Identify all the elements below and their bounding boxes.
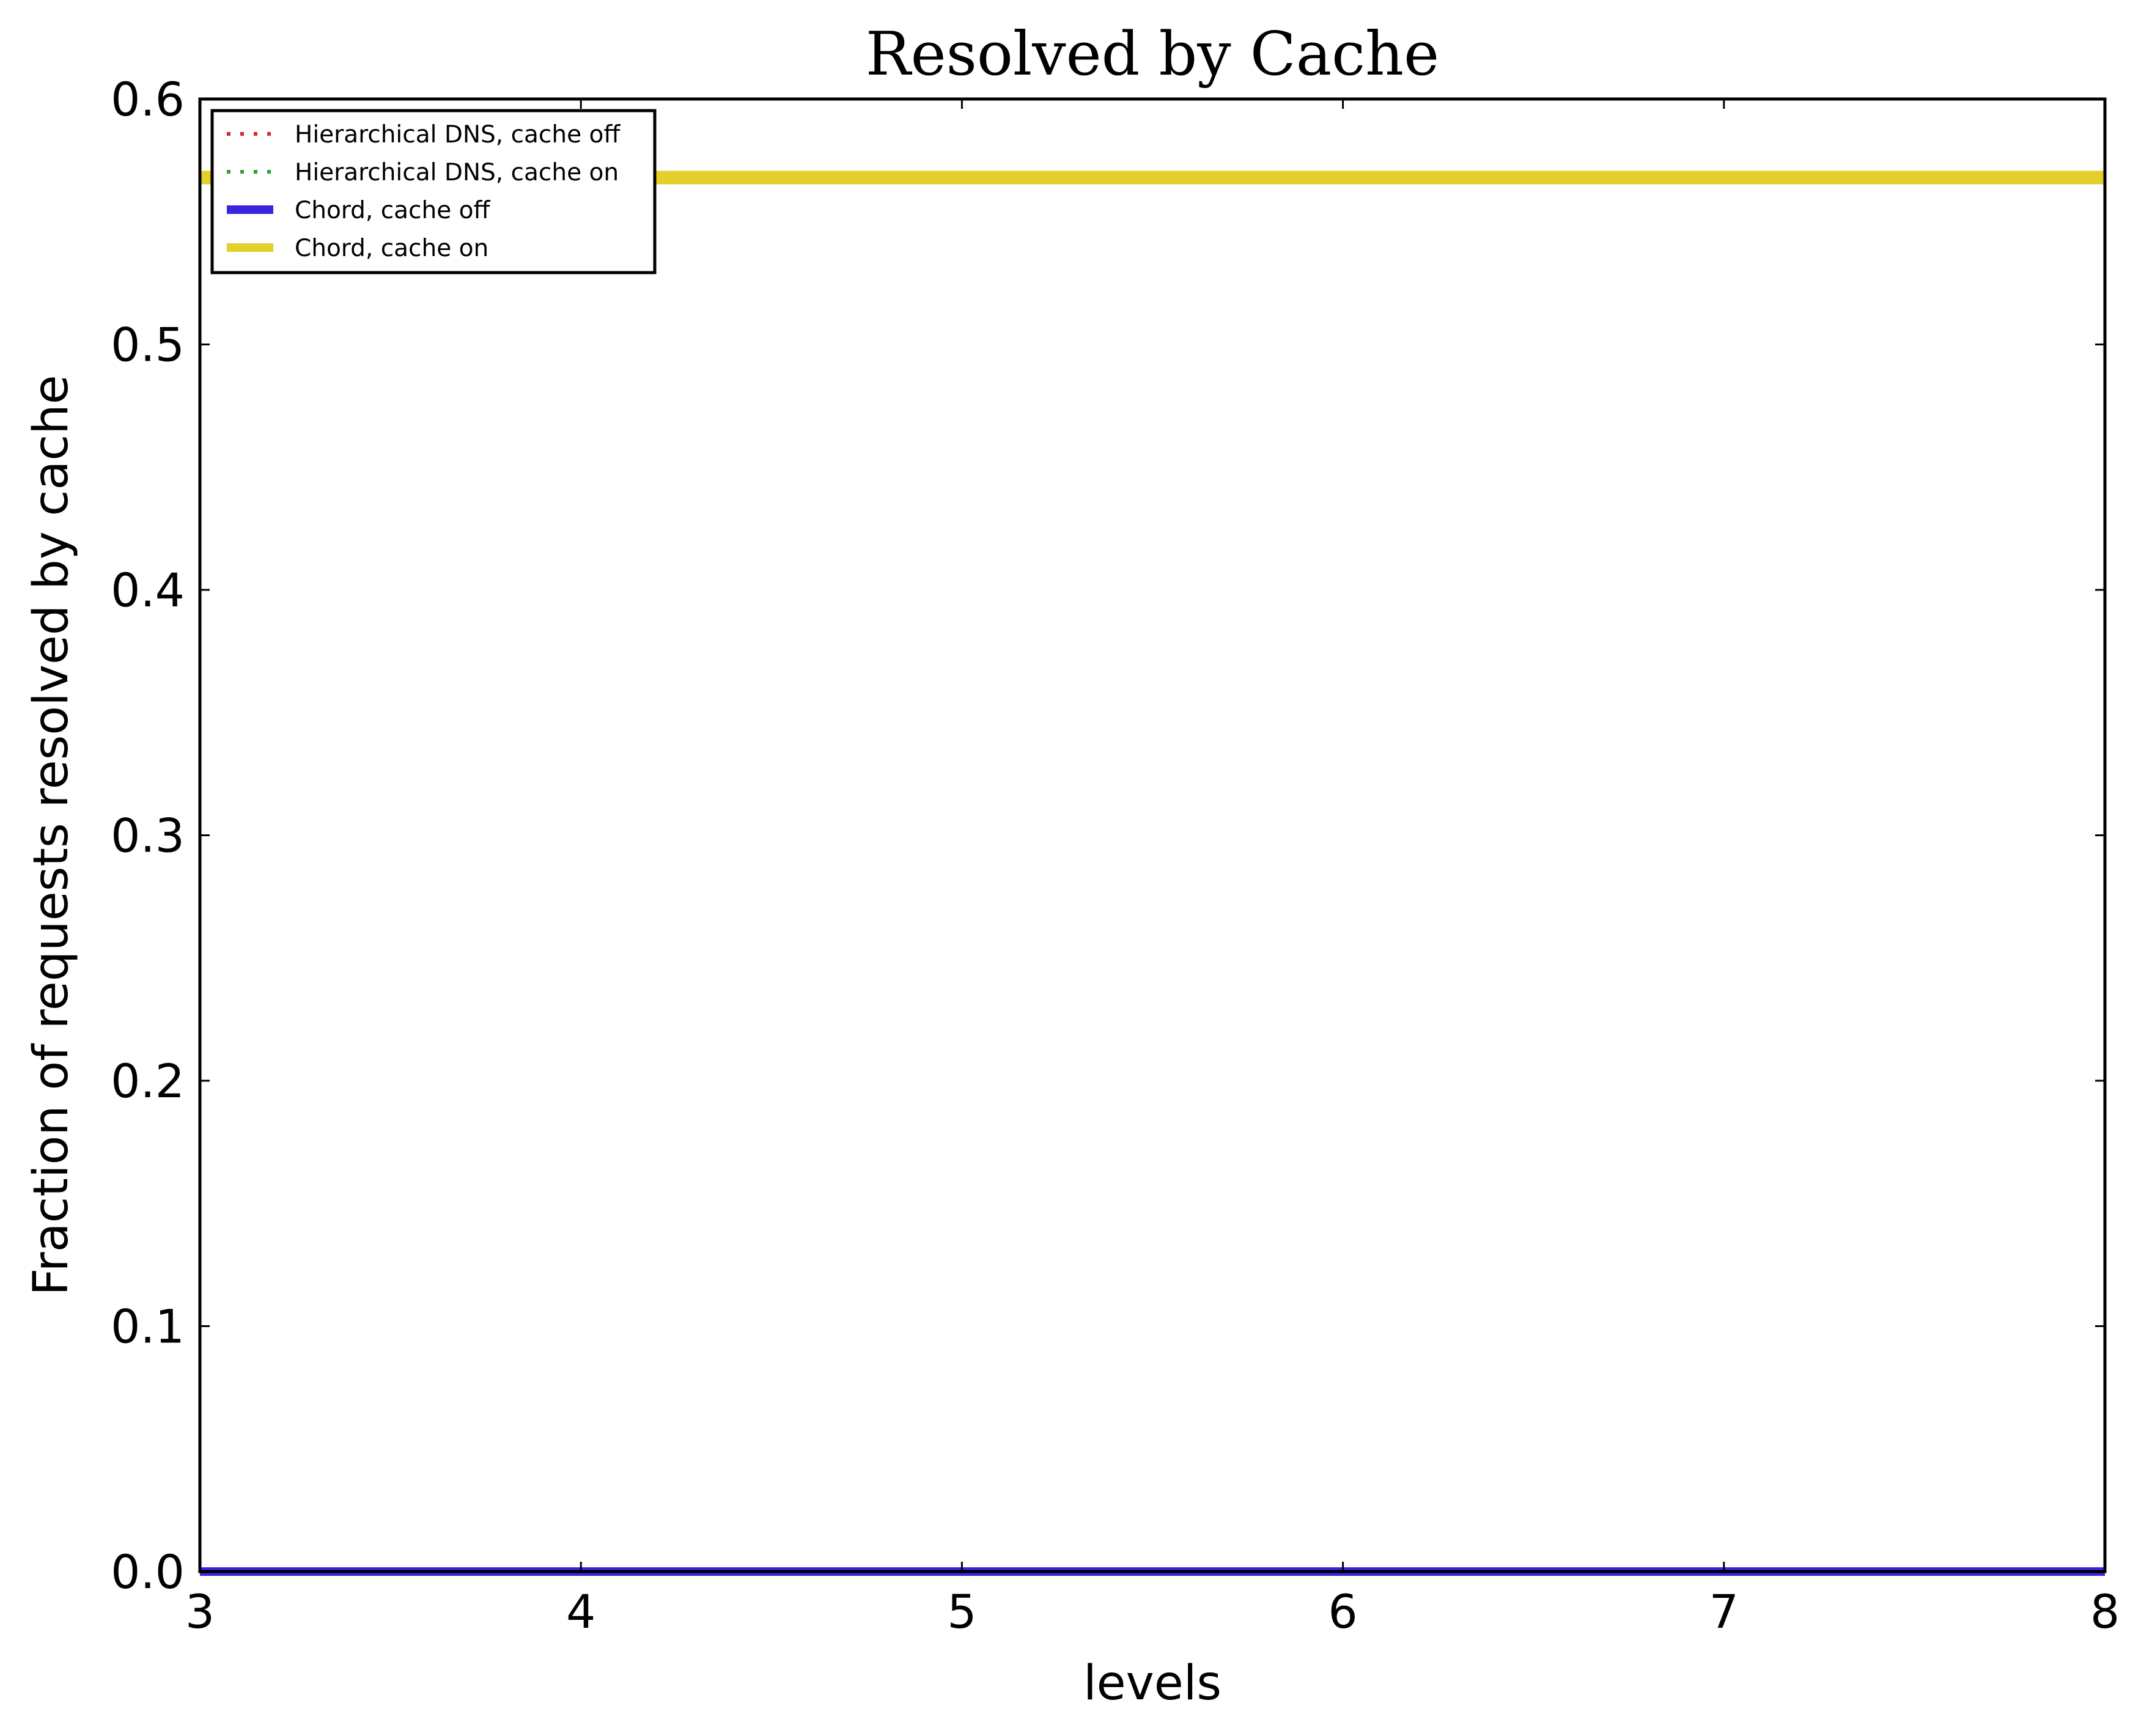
x-axis-label: levels [1083,1656,1222,1711]
plot-frame [198,97,2107,1573]
legend-label-hierarchical-dns-cache-on: Hierarchical DNS, cache on [295,159,619,186]
x-tick-label: 7 [1709,1584,1739,1639]
x-tick-label: 5 [947,1584,976,1639]
chart-title: Resolved by Cache [866,20,1439,89]
y-tick-label: 0.6 [111,72,185,127]
x-tick-label: 8 [2090,1584,2120,1639]
y-tick-label: 0.3 [111,809,185,863]
y-tick-label: 0.4 [111,563,185,617]
tick-labels: 3 4 5 6 7 8 0.0 0.1 0.2 0.3 0.4 0.5 0.6 [111,72,2120,1639]
y-axis-label: Fraction of requests resolved by cache [24,375,79,1295]
axis-ticks [199,98,2106,1573]
legend-label-chord-cache-on: Chord, cache on [295,235,488,262]
legend: Hierarchical DNS, cache off Hierarchical … [210,109,657,274]
legend-label-hierarchical-dns-cache-off: Hierarchical DNS, cache off [295,121,621,149]
x-tick-label: 3 [185,1584,215,1639]
y-tick-label: 0.1 [111,1300,185,1354]
x-tick-label: 4 [566,1584,595,1639]
y-tick-label: 0.5 [111,318,185,372]
series-layer [200,171,2105,1576]
legend-label-chord-cache-off: Chord, cache off [295,197,490,224]
y-tick-label: 0.0 [111,1545,185,1599]
x-tick-label: 6 [1328,1584,1357,1639]
y-tick-label: 0.2 [111,1054,185,1108]
legend-box [210,109,657,274]
